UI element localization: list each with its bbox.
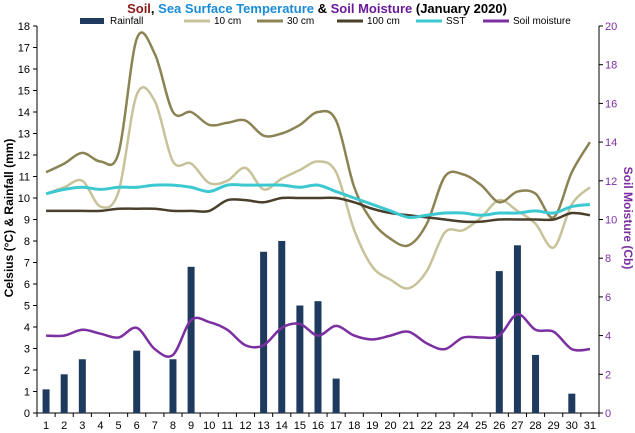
- y-tick-label: 8: [24, 236, 30, 248]
- y2-axis-label: Soil Moisture (Cb): [621, 167, 635, 270]
- x-tick-label: 28: [529, 420, 541, 432]
- legend-label-100-cm: 100 cm: [367, 16, 400, 27]
- y-tick-label: 15: [18, 86, 30, 98]
- x-tick-label: 6: [134, 420, 140, 432]
- y-tick-label: 0: [24, 408, 30, 420]
- y2-tick-label: 16: [605, 98, 617, 110]
- rainfall-bar: [314, 301, 322, 413]
- y2-tick-label: 12: [605, 176, 617, 188]
- x-tick-label: 9: [188, 420, 194, 432]
- x-tick-label: 19: [366, 420, 378, 432]
- title-part-1: ,: [151, 1, 158, 16]
- y-tick-label: 9: [24, 215, 30, 227]
- x-tick-label: 17: [330, 420, 342, 432]
- y-tick-label: 5: [24, 301, 30, 313]
- x-tick-label: 16: [312, 420, 324, 432]
- y-tick-label: 4: [24, 322, 30, 334]
- x-tick-label: 15: [294, 420, 306, 432]
- title-part-4: Soil Moisture: [331, 1, 413, 16]
- rainfall-bar: [133, 350, 141, 413]
- y2-tick-label: 8: [605, 253, 611, 265]
- x-tick-label: 27: [511, 420, 523, 432]
- series-line-sst: [45, 183, 591, 219]
- x-tick-label: 23: [439, 420, 451, 432]
- x-tick-label: 11: [222, 420, 233, 432]
- y-tick-label: 6: [24, 279, 30, 291]
- y-tick-label: 16: [18, 64, 30, 76]
- series-line-100-cm: [46, 196, 591, 224]
- y-tick-label: 1: [24, 387, 30, 399]
- y-tick-label: 14: [18, 107, 30, 119]
- x-tick-label: 22: [421, 420, 433, 432]
- series-line-30-cm: [45, 31, 592, 248]
- title-part-0: Soil: [127, 1, 151, 16]
- y-axis-label: Celsius (°C) & Rainfall (mm): [2, 139, 16, 298]
- x-tick-label: 25: [475, 420, 487, 432]
- y2-tick-label: 6: [605, 292, 611, 304]
- y2-tick-label: 10: [605, 215, 617, 227]
- rainfall-bar: [532, 354, 540, 413]
- chart-title: Soil, Sea Surface Temperature & Soil Moi…: [127, 1, 507, 16]
- x-tick-label: 13: [257, 420, 269, 432]
- rainfall-bar: [260, 251, 268, 413]
- x-tick-label: 10: [203, 420, 215, 432]
- x-tick-label: 8: [170, 420, 176, 432]
- y2-tick-label: 18: [605, 60, 617, 72]
- x-tick-label: 30: [566, 420, 578, 432]
- y-tick-label: 10: [18, 193, 30, 205]
- rainfall-bar: [568, 393, 576, 413]
- legend-label-sst: SST: [446, 16, 465, 27]
- y2-tick-label: 2: [605, 369, 611, 381]
- plot-area: 0123456789101112131415161718024681012141…: [18, 21, 618, 432]
- y-tick-label: 3: [24, 344, 30, 356]
- x-tick-label: 29: [548, 420, 560, 432]
- x-tick-label: 24: [457, 420, 469, 432]
- rainfall-bar: [78, 359, 86, 413]
- y2-tick-label: 4: [605, 331, 611, 343]
- y2-tick-label: 0: [605, 408, 611, 420]
- legend: Rainfall 10 cm 30 cm 100 cm SST Soil moisture: [80, 16, 571, 27]
- rainfall-bar: [60, 374, 68, 413]
- x-tick-label: 4: [97, 420, 103, 432]
- rainfall-bar: [495, 271, 503, 413]
- y2-tick-label: 20: [605, 21, 617, 33]
- x-tick-label: 5: [116, 420, 122, 432]
- rainfall-bar: [513, 245, 521, 413]
- title-part-3: &: [314, 1, 331, 16]
- legend-label-10-cm: 10 cm: [214, 16, 241, 27]
- rainfall-bar: [296, 305, 304, 413]
- y2-tick-label: 14: [605, 137, 617, 149]
- rainfall-bar: [332, 378, 340, 413]
- y-tick-label: 17: [18, 43, 30, 55]
- rainfall-bar: [42, 389, 50, 413]
- legend-label-rainfall: Rainfall: [110, 16, 143, 27]
- x-tick-label: 12: [239, 420, 251, 432]
- series-line-soil-moisture: [46, 313, 591, 358]
- y-tick-label: 13: [18, 129, 30, 141]
- y-tick-label: 2: [24, 365, 30, 377]
- x-tick-label: 1: [43, 420, 49, 432]
- x-tick-label: 26: [493, 420, 505, 432]
- x-tick-label: 21: [403, 420, 415, 432]
- y-tick-label: 18: [18, 21, 30, 33]
- x-tick-label: 7: [152, 420, 158, 432]
- x-tick-label: 3: [79, 420, 85, 432]
- x-tick-label: 20: [384, 420, 396, 432]
- title-part-2: Sea Surface Temperature: [158, 1, 314, 16]
- rainfall-bar: [169, 359, 177, 413]
- rainfall-bar: [187, 266, 195, 413]
- y-tick-label: 12: [18, 150, 30, 162]
- x-tick-label: 2: [61, 420, 67, 432]
- legend-label-soil-moisture: Soil moisture: [513, 16, 571, 27]
- x-tick-label: 31: [584, 420, 596, 432]
- x-tick-label: 14: [276, 420, 288, 432]
- y-tick-label: 11: [19, 172, 30, 184]
- x-tick-label: 18: [348, 420, 360, 432]
- y-tick-label: 7: [24, 258, 30, 270]
- legend-swatch-rainfall: [80, 18, 104, 24]
- series-line-10-cm: [45, 86, 591, 290]
- title-part-5: (January 2020): [412, 1, 507, 16]
- legend-label-30-cm: 30 cm: [287, 16, 314, 27]
